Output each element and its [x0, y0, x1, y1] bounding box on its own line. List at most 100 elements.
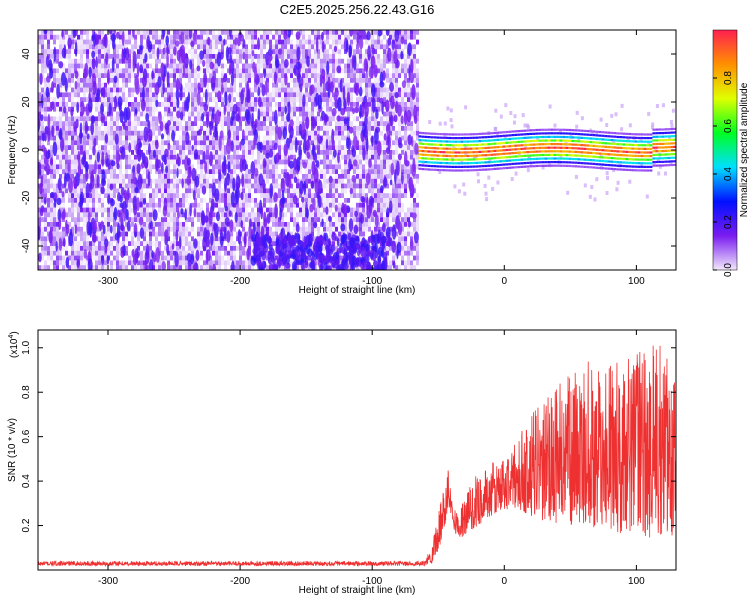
- spectrogram-cell: [272, 73, 275, 78]
- spectrogram-cell: [152, 106, 155, 112]
- spectrogram-cell: [206, 164, 209, 170]
- spectrogram-cell: [212, 164, 215, 170]
- spectrogram-cell: [320, 49, 323, 54]
- spectrogram-cell: [374, 169, 377, 174]
- spectrogram-cell: [278, 159, 281, 165]
- spectrogram-cell: [341, 217, 344, 222]
- spectrogram-cell: [56, 150, 59, 155]
- spectrogram-cell: [335, 188, 338, 194]
- spectrogram-cell: [83, 183, 86, 189]
- spectrogram-cell: [206, 159, 209, 165]
- spectrogram-cell: [56, 183, 59, 189]
- spectrogram-cell: [356, 44, 359, 50]
- spectrogram-cell: [329, 102, 332, 107]
- spectrogram-cell: [245, 241, 248, 246]
- spectrogram-cell: [95, 73, 98, 78]
- spectrogram-cell: [386, 73, 389, 78]
- spectrogram-cell: [344, 154, 347, 160]
- spectrogram-cell: [362, 193, 365, 198]
- spectrogram-cell: [398, 73, 401, 78]
- spectrogram-cell: [317, 49, 320, 54]
- spectrogram-cell: [95, 135, 98, 141]
- spectrogram-cell: [266, 140, 269, 146]
- spectrogram-cell: [149, 116, 152, 122]
- spectrogram-cell: [152, 226, 155, 232]
- spectrogram-cell: [317, 73, 320, 78]
- spectrogram-cell: [386, 250, 389, 256]
- spectrogram-cell: [356, 78, 359, 83]
- spectrogram-cell: [314, 87, 317, 93]
- spectrogram-cell: [314, 198, 317, 203]
- spectrogram-cell: [302, 82, 305, 88]
- spectrogram-cell: [89, 82, 92, 88]
- spectrogram-cell: [104, 116, 107, 122]
- spectrogram-cell: [74, 92, 77, 98]
- spectrogram-cell: [248, 236, 251, 242]
- spectrogram-cell: [161, 44, 164, 50]
- spectrogram-cell: [284, 92, 287, 98]
- spectrogram-cell: [182, 106, 185, 112]
- spectrogram-cell: [215, 246, 218, 251]
- spectrogram-cell: [260, 159, 263, 165]
- spectrogram-cell: [281, 97, 284, 102]
- spectrogram-cell: [191, 217, 194, 222]
- spectrogram-cell: [152, 188, 155, 194]
- spectrogram-cell: [362, 212, 365, 218]
- spectrogram-cell: [86, 217, 89, 222]
- spectrogram-cell: [260, 58, 263, 64]
- spectrogram-cell: [251, 207, 254, 213]
- spectrogram-cell: [314, 193, 317, 198]
- spectrogram-cell: [188, 49, 191, 54]
- spectrogram-cell: [332, 241, 335, 246]
- spectrogram-cell: [197, 212, 200, 218]
- spectrogram-cell: [116, 92, 119, 98]
- spectrogram-cell: [311, 73, 314, 78]
- spectrogram-cell: [338, 164, 341, 170]
- spectrogram-cell: [329, 140, 332, 146]
- spectrogram-cell: [110, 174, 113, 179]
- spectrogram-cell: [380, 178, 383, 184]
- spectrogram-cell: [221, 126, 224, 131]
- spectrogram-cell: [266, 97, 269, 102]
- spectrogram-cell: [218, 183, 221, 189]
- spectrogram-cell: [290, 246, 293, 251]
- spectrogram-cell: [242, 236, 245, 242]
- spectrogram-cell: [119, 260, 122, 266]
- spectrogram-cell: [173, 260, 176, 266]
- spectrogram-cell: [77, 116, 80, 122]
- spectrogram-cell: [182, 236, 185, 242]
- spectrogram-cell: [386, 169, 389, 174]
- spectrogram-cell: [284, 226, 287, 232]
- spectrogram-cell: [365, 49, 368, 54]
- spectrogram-cell: [224, 150, 227, 155]
- spectrogram-cell: [335, 63, 338, 69]
- spectrogram-cell: [350, 92, 353, 98]
- spectrogram-cell: [374, 92, 377, 98]
- spectrogram-cell: [206, 63, 209, 69]
- spectrogram-cell: [170, 255, 173, 261]
- spectrogram-cell: [53, 250, 56, 256]
- spectrogram-cell: [164, 102, 167, 107]
- spectrogram-cell: [53, 73, 56, 78]
- spectrogram-cell: [302, 44, 305, 50]
- spectrogram-cell: [194, 30, 197, 35]
- spectrogram-cell: [173, 126, 176, 131]
- spectrogram-cell: [191, 246, 194, 251]
- spectrogram-cell: [362, 174, 365, 179]
- spectrogram-cell: [173, 202, 176, 208]
- spectrogram-cell: [311, 54, 314, 59]
- spectrogram-cell: [206, 135, 209, 141]
- spectrogram-cell: [98, 44, 101, 50]
- spectrogram-cell: [236, 260, 239, 266]
- spectrogram-cell: [212, 150, 215, 155]
- spectrogram-cell: [386, 68, 389, 74]
- spectrogram-cell: [266, 30, 269, 35]
- spectrogram-cell: [365, 82, 368, 88]
- spectrogram-cell: [188, 145, 191, 150]
- spectrogram-cell: [389, 260, 392, 266]
- spectrogram-cell: [71, 217, 74, 222]
- spectrogram-cell: [89, 212, 92, 218]
- spectrogram-cell: [140, 255, 143, 261]
- spectrogram-cell: [323, 130, 326, 136]
- spectrogram-cell: [305, 198, 308, 203]
